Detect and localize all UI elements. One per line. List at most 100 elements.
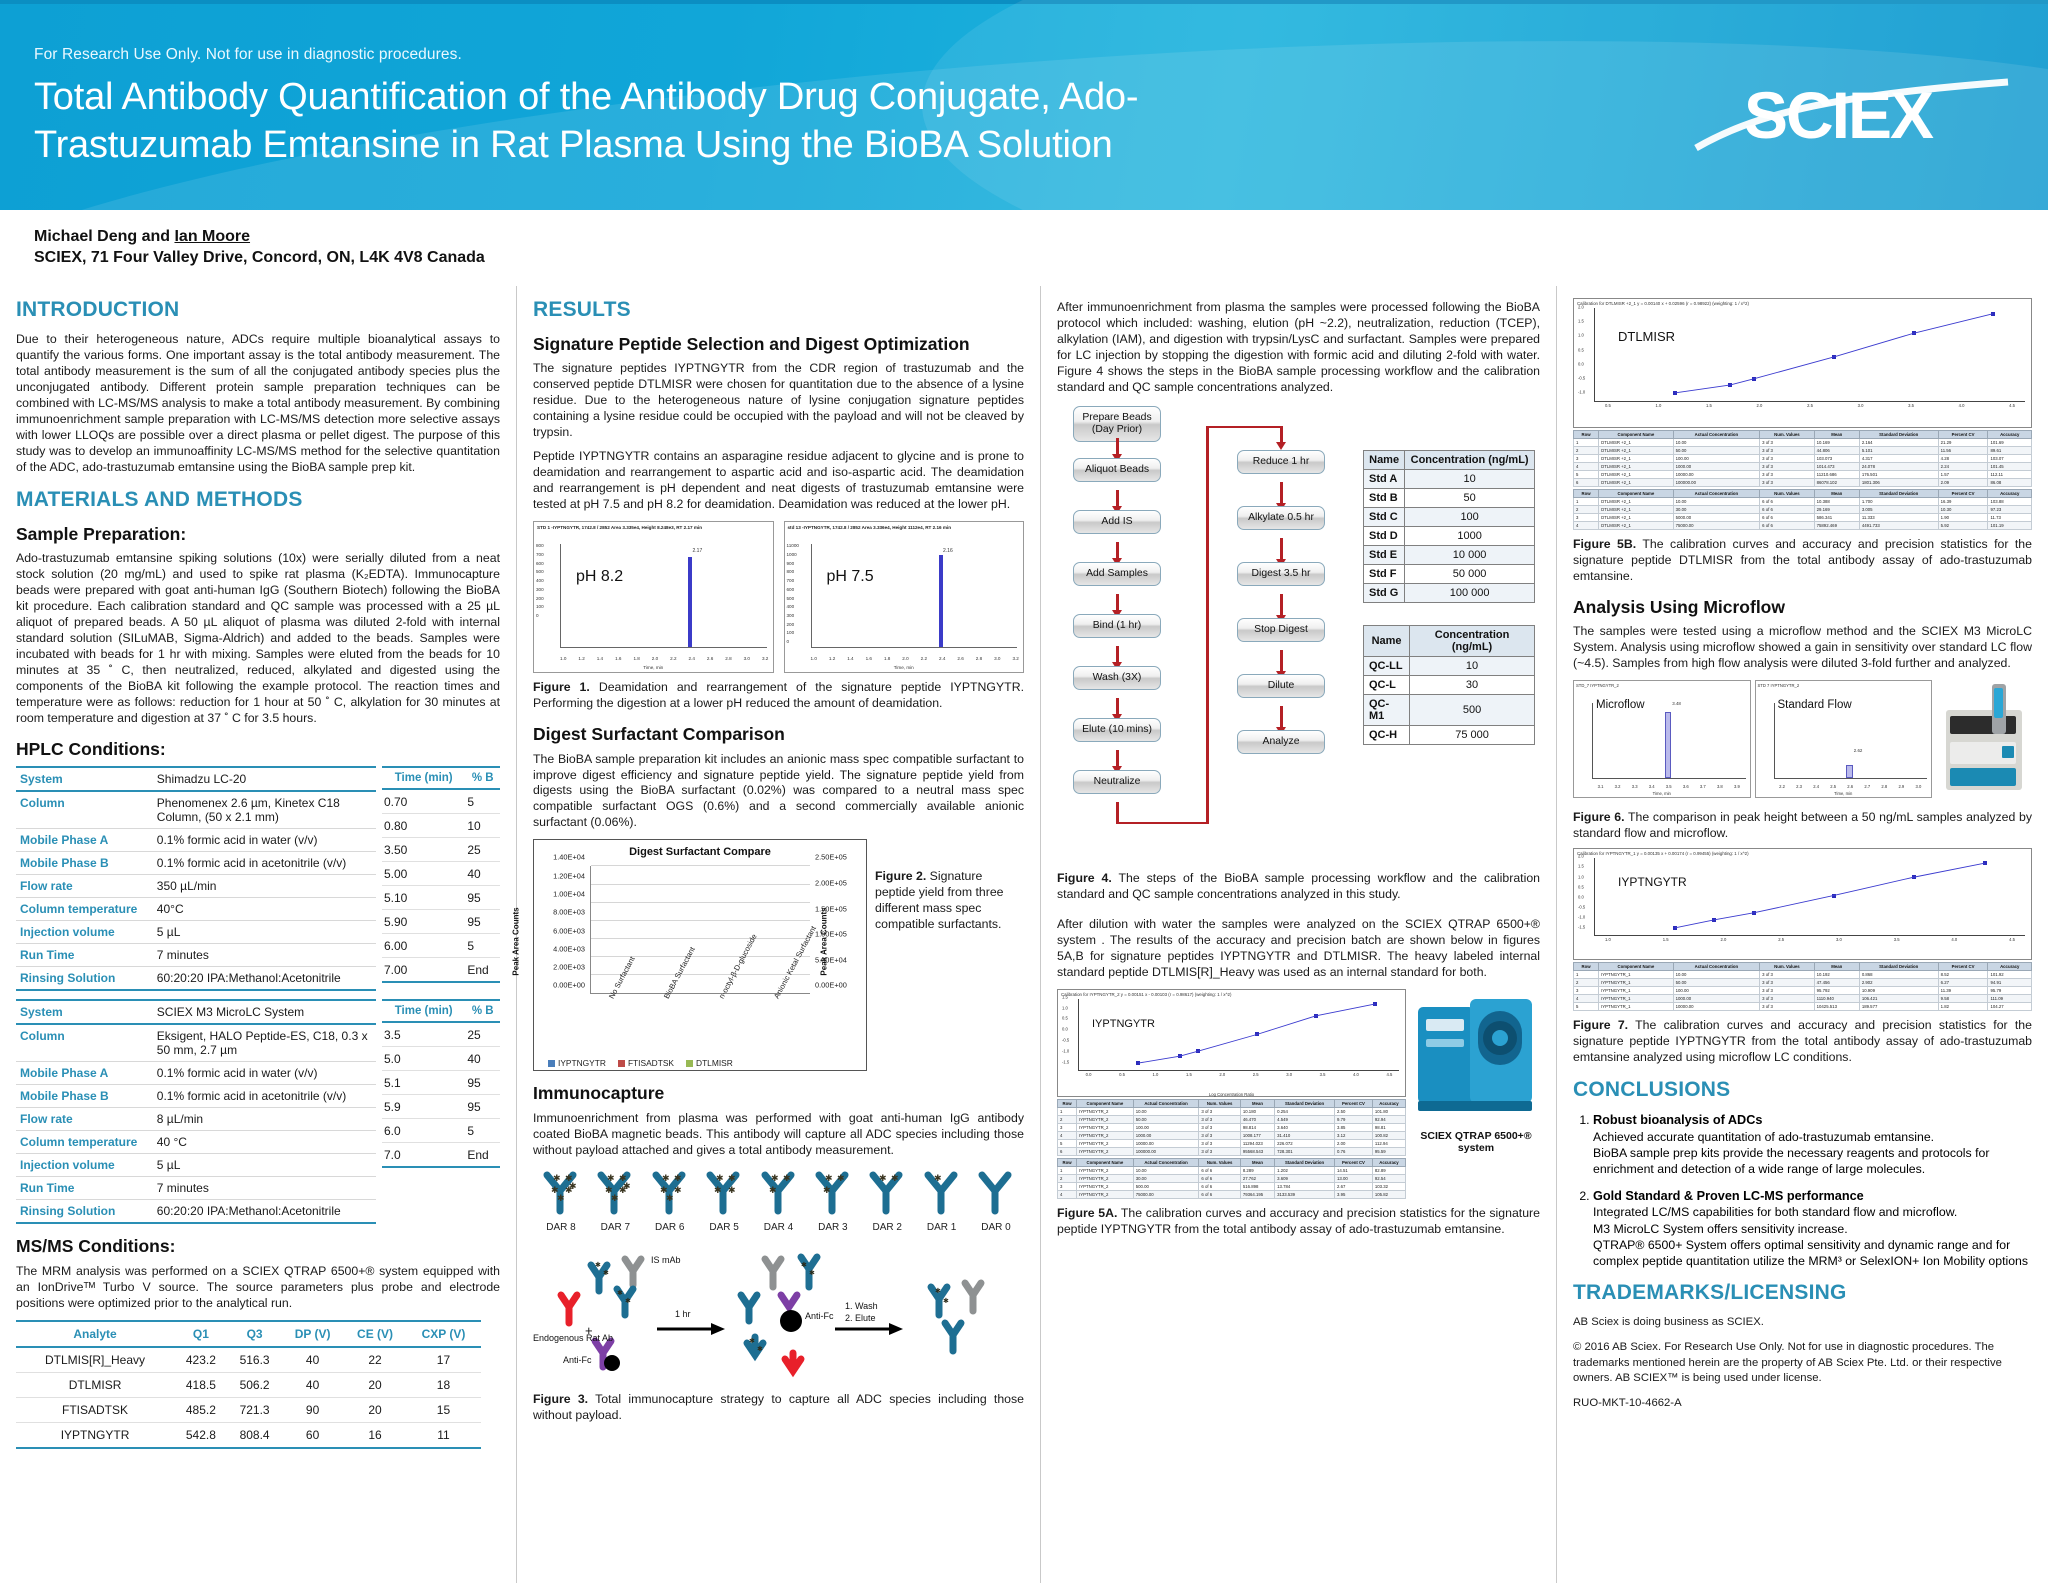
table-row: 5 DTLMISR +2_1 10000.00 3 of 3 11210.686 176.… bbox=[1572, 470, 2032, 479]
workflow-step: Wash (3X) bbox=[1073, 665, 1161, 691]
antibody-icon: ✱ ✱✱ ✱✱✱ bbox=[543, 1171, 577, 1215]
axis-tick: 2.0 bbox=[1578, 853, 1584, 859]
axis-tick: 2.5 bbox=[1807, 403, 1813, 408]
svg-text:✱: ✱ bbox=[749, 1337, 755, 1345]
cell: IYPTNGYTR_2 bbox=[1076, 1138, 1134, 1148]
table-row: 5.00 40 bbox=[382, 862, 500, 886]
after-dilution-text: After dilution with water the samples we… bbox=[1057, 916, 1540, 979]
axis-tick: 2.0 bbox=[1578, 304, 1584, 310]
gridline bbox=[591, 883, 810, 885]
cell: 94.91 bbox=[1987, 978, 2032, 988]
concentration-value: 10 bbox=[1404, 468, 1535, 489]
microflow-xaxis: 3.1 3.2 3.3 3.4 3.5 3.6 3.7 3.8 3.9 bbox=[1592, 784, 1746, 789]
axis-tick: 0.5 bbox=[1604, 403, 1611, 408]
cell: 485.2 bbox=[185, 1402, 216, 1417]
axis-tick: 1.8 bbox=[633, 656, 640, 662]
standard-name: Std G bbox=[1362, 582, 1406, 603]
microflow-heading: Analysis Using Microflow bbox=[1573, 596, 1785, 617]
document-code: RUO-MKT-10-4662-A bbox=[1573, 1397, 1682, 1410]
time-value: 0.70 bbox=[384, 794, 408, 809]
svg-text:✱: ✱ bbox=[625, 1297, 631, 1305]
conclusion-item: Gold Standard & Proven LC-MS performance… bbox=[1593, 1188, 2032, 1270]
param-name: Mobile Phase A bbox=[20, 833, 109, 848]
cell: 5 bbox=[1572, 1002, 1600, 1012]
axis-tick: 0.5 bbox=[1578, 347, 1584, 352]
cell: 500.00 bbox=[1132, 1181, 1200, 1191]
cell: 92.54 bbox=[1371, 1173, 1407, 1183]
cell: IYPTNGYTR_2 bbox=[1076, 1165, 1134, 1175]
table-row: 5 IYPTNGYTR_2 10000.00 3 of 3 11294.023 226.0… bbox=[1056, 1138, 1407, 1148]
conclusions-heading: CONCLUSIONS bbox=[1573, 1078, 1731, 1102]
param-name: Rinsing Solution bbox=[20, 971, 116, 986]
cell: 86.08 bbox=[1987, 478, 2032, 487]
spectrum-ph82-meta: STD 1 -IYPTNGYTR, 1742.8 / 2852 Area 3.3… bbox=[537, 525, 703, 531]
axis-tick: 2.4 bbox=[688, 656, 695, 662]
cell: 9.79 bbox=[1334, 1114, 1373, 1124]
svg-text:✱: ✱ bbox=[935, 1287, 941, 1295]
table-row: 6.00 5 bbox=[382, 934, 500, 958]
figure-5a-caption: Figure 5A. The calibration curves and ac… bbox=[1057, 1205, 1540, 1236]
cell: 516.3 bbox=[239, 1352, 270, 1367]
cell: DTLMISR +2_1 bbox=[1598, 470, 1674, 479]
col-header: Time (min) bbox=[394, 772, 453, 785]
col-header: Actual Concentration bbox=[1672, 489, 1761, 498]
cell: 103.32 bbox=[1371, 1181, 1407, 1191]
axis-tick: 2.4 bbox=[939, 656, 946, 662]
svg-text:✱: ✱ bbox=[603, 1269, 609, 1277]
stats-table-5a-block2: Row Component Name Actual Concentration Num… bbox=[1056, 1157, 1407, 1199]
spectrum-ph75-meta: std 13 -IYPTNGYTR, 1742.8 / 2852 Area 3.… bbox=[787, 525, 952, 531]
concentration-value: 50 bbox=[1404, 487, 1535, 508]
microflow-meta: STD_7 IYPTNGYTR_2 bbox=[1576, 683, 1619, 689]
table-row: Column temperature 40 °C bbox=[16, 1131, 376, 1154]
cell: 226.072 bbox=[1274, 1138, 1336, 1148]
time-value: 3.5 bbox=[384, 1027, 401, 1042]
axis-tick: 3.4 bbox=[1648, 784, 1655, 790]
axis-tick: 700 bbox=[536, 551, 544, 557]
cell: 10425.513 bbox=[1813, 1002, 1860, 1012]
axis-tick: 0.0 bbox=[1578, 894, 1584, 900]
col-header: Component Name bbox=[1076, 1157, 1134, 1167]
table-row: 3.5 25 bbox=[382, 1022, 500, 1047]
payload-star: ✱ bbox=[666, 1193, 674, 1203]
axis-tick: 400 bbox=[536, 578, 544, 584]
antibody-icon: ✱ ✱✱ ✱✱ bbox=[652, 1171, 686, 1215]
cell: 100.00 bbox=[1672, 454, 1761, 463]
dar-species: ✱ ✱ ✱ ✱ ✱ ✱ DAR 8 bbox=[539, 1169, 583, 1233]
cell: 10.388 bbox=[1813, 497, 1860, 506]
cell: 2 bbox=[1572, 505, 1600, 514]
param-value: 5 µL bbox=[156, 925, 181, 940]
payload-star: ✱ bbox=[769, 1185, 777, 1195]
table-row: 0.70 5 bbox=[382, 789, 500, 814]
calibration-plot-microflow: Calibration for IYPTNGYTR_1 y = 0.00135 … bbox=[1573, 848, 2032, 961]
payload-star: ✱ bbox=[623, 1181, 631, 1191]
col-header: DP (V) bbox=[294, 1326, 331, 1341]
calibration-curve bbox=[1079, 999, 1399, 1070]
cell: 808.4 bbox=[239, 1427, 270, 1442]
cell: DTLMISR +2_1 bbox=[1598, 454, 1674, 463]
col-header: Percent CV bbox=[1937, 962, 1989, 972]
cell: 5.92 bbox=[1937, 521, 1989, 530]
cell: IYPTNGYTR_2 bbox=[1076, 1189, 1134, 1199]
cell: 6 of 6 bbox=[1759, 521, 1815, 530]
pctb-value: 95 bbox=[467, 1099, 481, 1114]
table-row: Mobile Phase A 0.1% formic acid in water… bbox=[16, 1062, 376, 1085]
figure-4-caption: Figure 4. The steps of the BioBA sample … bbox=[1057, 870, 1540, 901]
figure-6-panels: STD_7 IYPTNGYTR_2 Microflow 3.48 3.1 3.2 3… bbox=[1573, 680, 2032, 803]
column-1: INTRODUCTION Due to their heterogeneous … bbox=[0, 286, 516, 1583]
svg-text:✱: ✱ bbox=[617, 1289, 623, 1297]
cell: 3.12 bbox=[1334, 1130, 1373, 1140]
m3-microlc-photo bbox=[1936, 680, 2032, 803]
col-header: Accuracy bbox=[1987, 489, 2032, 498]
param-name: Mobile Phase B bbox=[20, 1089, 109, 1104]
conclusion-line: QTRAP® 6500+ System offers optimal sensi… bbox=[1593, 1237, 2029, 1269]
cell: 8.289 bbox=[1239, 1165, 1276, 1175]
cell: 44.806 bbox=[1813, 446, 1860, 455]
workflow-step: Bind (1 hr) bbox=[1073, 613, 1161, 639]
spectrum-ph82-xaxis: 1.0 1.2 1.4 1.6 1.8 2.0 2.2 2.4 2.6 2.8 3.0 3.2 bbox=[560, 656, 769, 661]
cell: 95.59 bbox=[1371, 1146, 1407, 1156]
chromatogram-peak bbox=[1664, 712, 1671, 779]
digest-surfactant-heading: Digest Surfactant Comparison bbox=[533, 724, 785, 745]
standard-name: Std A bbox=[1362, 468, 1406, 489]
table-row: 6 IYPTNGYTR_2 100000.00 3 of 3 95568.543 728.… bbox=[1056, 1146, 1407, 1156]
